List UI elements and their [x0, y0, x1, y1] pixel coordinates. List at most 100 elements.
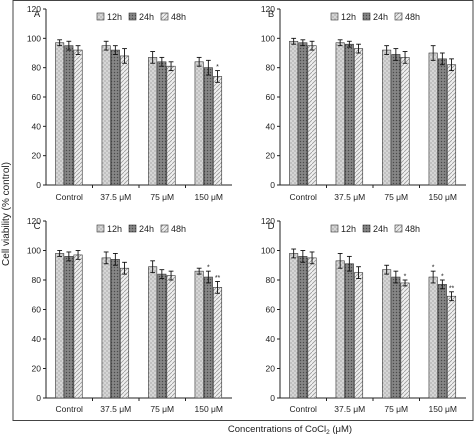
- legend-swatch: [330, 12, 339, 21]
- y-tick-label: 20: [266, 364, 276, 374]
- x-tick-label: Control: [290, 404, 318, 414]
- bar: [382, 49, 392, 186]
- legend-swatch: [330, 224, 339, 233]
- bar: [101, 257, 111, 399]
- bar: [166, 275, 176, 399]
- y-tick-label: 100: [261, 33, 275, 43]
- y-tick-label: 80: [266, 63, 276, 73]
- x-tick-label: 75 μM: [384, 404, 408, 414]
- bar: [289, 40, 299, 186]
- bar: [110, 259, 120, 399]
- y-tick-label: 40: [266, 334, 276, 344]
- bar: [55, 253, 65, 399]
- y-tick-label: 60: [266, 305, 276, 315]
- y-tick-label: 100: [27, 246, 41, 256]
- significance-mark: *: [216, 64, 219, 71]
- y-tick-label: 20: [32, 151, 42, 161]
- legend-swatch: [394, 224, 403, 233]
- bar: [307, 45, 317, 186]
- y-tick-label: 120: [261, 216, 275, 226]
- bar: [354, 48, 364, 186]
- legend-swatch: [160, 224, 169, 233]
- bar: [400, 282, 410, 399]
- bar: [157, 273, 167, 399]
- xlabel-unit: (μM): [330, 424, 352, 435]
- bar: [213, 76, 223, 186]
- bar: [428, 276, 438, 399]
- significance-mark: **: [215, 275, 221, 282]
- legend-swatch: [160, 12, 169, 21]
- bar: [307, 257, 317, 399]
- x-tick-label: Control: [56, 192, 84, 202]
- y-tick-label: 80: [32, 275, 42, 285]
- y-tick-label: 20: [266, 151, 276, 161]
- legend-label: 48h: [171, 224, 186, 234]
- bar: [64, 256, 74, 399]
- panel-label: D: [268, 221, 275, 232]
- significance-mark: *: [404, 274, 407, 281]
- bar: [157, 61, 167, 186]
- x-tick-label: 150 μM: [428, 404, 457, 414]
- legend-label: 12h: [341, 12, 356, 22]
- y-tick-label: 0: [36, 393, 41, 403]
- x-tick-label: 37.5 μM: [100, 404, 131, 414]
- legend-label: 24h: [139, 224, 154, 234]
- x-tick-label: Control: [56, 404, 84, 414]
- legend-label: 12h: [341, 224, 356, 234]
- bar: [447, 295, 457, 399]
- y-tick-label: 120: [27, 216, 41, 226]
- y-tick-label: 120: [261, 4, 275, 14]
- bar: [194, 61, 204, 186]
- legend-label: 48h: [405, 224, 420, 234]
- x-tick-label: 75 μM: [150, 404, 174, 414]
- y-tick-label: 120: [27, 4, 41, 14]
- bar: [344, 263, 354, 399]
- significance-mark: **: [449, 285, 455, 292]
- legend-label: 48h: [171, 12, 186, 22]
- bar: [437, 58, 447, 186]
- bar: [194, 270, 204, 399]
- legend-swatch: [394, 12, 403, 21]
- significance-mark: *: [207, 265, 210, 272]
- bar: [203, 67, 213, 186]
- x-tick-label: 37.5 μM: [100, 192, 131, 202]
- y-tick-label: 40: [32, 334, 42, 344]
- bar: [335, 42, 345, 186]
- legend-swatch: [128, 12, 137, 21]
- x-tick-label: 37.5 μM: [334, 192, 365, 202]
- bar: [73, 254, 83, 399]
- y-tick-label: 60: [32, 92, 42, 102]
- bar: [400, 57, 410, 186]
- xlabel-subscript: 2: [326, 429, 330, 436]
- y-tick-label: 40: [266, 121, 276, 131]
- legend-label: 48h: [405, 12, 420, 22]
- y-tick-label: 60: [266, 92, 276, 102]
- y-tick-label: 0: [36, 180, 41, 190]
- panel-label: C: [34, 221, 41, 232]
- bar: [354, 272, 364, 399]
- bar: [344, 43, 354, 186]
- bar: [55, 42, 65, 186]
- bar: [166, 65, 176, 186]
- significance-mark: *: [441, 274, 444, 281]
- legend-swatch: [96, 224, 105, 233]
- xlabel-main: Concentrations of CoCl: [228, 424, 326, 435]
- x-tick-label: 75 μM: [150, 192, 174, 202]
- bar: [213, 287, 223, 399]
- bar: [391, 276, 401, 399]
- y-tick-label: 80: [32, 63, 42, 73]
- bar: [101, 45, 111, 186]
- legend-swatch: [128, 224, 137, 233]
- legend-swatch: [362, 224, 371, 233]
- x-tick-label: 150 μM: [428, 192, 457, 202]
- legend-swatch: [96, 12, 105, 21]
- bar: [289, 253, 299, 399]
- bar: [64, 45, 74, 186]
- bar: [437, 284, 447, 399]
- y-tick-label: 80: [266, 275, 276, 285]
